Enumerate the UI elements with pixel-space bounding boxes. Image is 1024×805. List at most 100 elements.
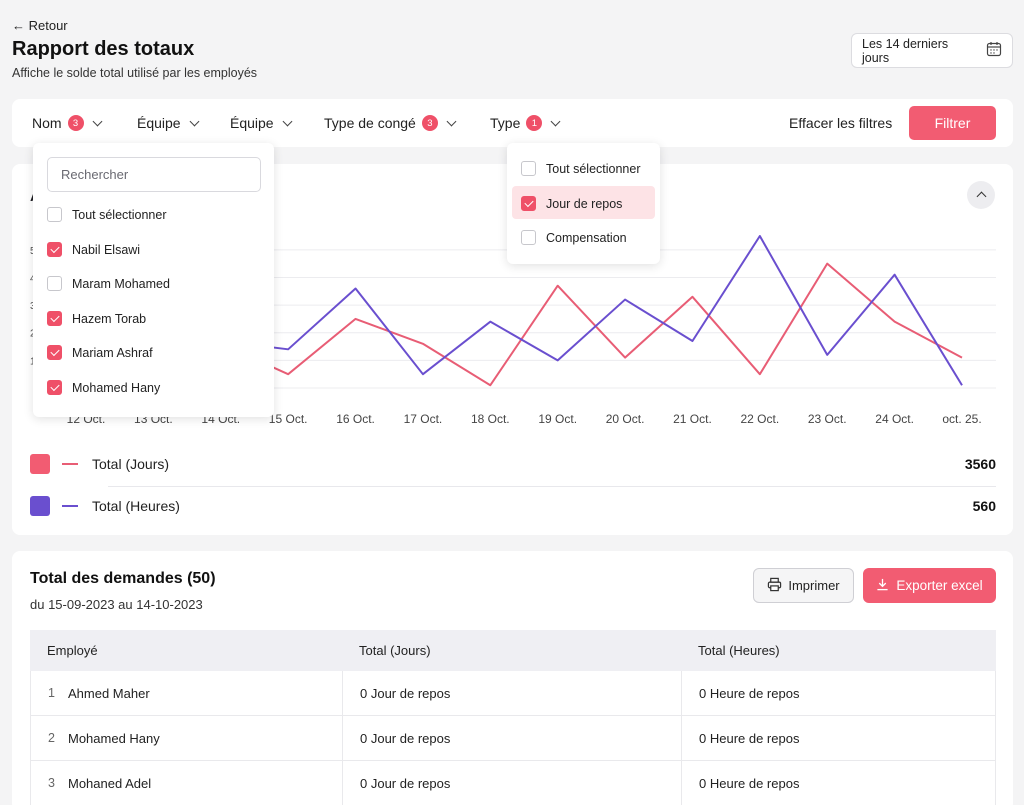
filter-team-2[interactable]: Équipe	[230, 99, 293, 147]
collapse-chevron-up-icon[interactable]	[967, 181, 995, 209]
filter-leave-type[interactable]: Type de congé 3	[324, 99, 457, 147]
option-label: Hazem Torab	[72, 311, 147, 326]
row-number: 3	[48, 776, 55, 790]
hours-cell: 0 Heure de repos	[699, 685, 800, 701]
filter-name[interactable]: Nom 3	[32, 99, 103, 147]
x-tick-label: 22 Oct.	[741, 412, 780, 426]
option-select-all[interactable]: Tout sélectionner	[47, 207, 167, 222]
filter-type[interactable]: Type 1	[490, 99, 561, 147]
checkbox-checked[interactable]	[47, 345, 62, 360]
legend-swatch	[30, 454, 50, 474]
column-header: Total (Heures)	[698, 643, 780, 658]
option-day-off[interactable]: Jour de repos	[521, 196, 622, 211]
filter-count-badge: 1	[526, 115, 543, 131]
print-button[interactable]: Imprimer	[753, 568, 854, 603]
export-label: Exporter excel	[896, 578, 983, 593]
name-filter-dropdown: Tout sélectionner Nabil Elsawi Maram Moh…	[33, 143, 274, 417]
checkbox-checked[interactable]	[47, 380, 62, 395]
x-tick-label: 19 Oct.	[538, 412, 577, 426]
filter-label: Nom	[32, 115, 62, 131]
chevron-down-icon	[92, 116, 103, 126]
chevron-down-icon	[446, 116, 457, 126]
option-mohamed-hany[interactable]: Mohamed Hany	[47, 380, 160, 395]
filter-team[interactable]: Équipe	[137, 99, 200, 147]
clear-filters-link[interactable]: Effacer les filtres	[789, 115, 893, 131]
series-line-days	[220, 262, 963, 387]
legend-line	[62, 463, 78, 465]
option-nabil-elsawi[interactable]: Nabil Elsawi	[47, 242, 140, 257]
table-row[interactable]: 2 Mohamed Hany 0 Jour de repos 0 Heure de…	[30, 716, 996, 761]
legend-row-hours: Total (Heures) 560	[30, 486, 996, 526]
checkbox[interactable]	[47, 276, 62, 291]
option-label: Jour de repos	[546, 196, 623, 211]
filter-count-badge: 3	[421, 115, 438, 131]
requests-card: Total des demandes (50) du 15-09-2023 au…	[12, 551, 1013, 805]
checkbox-checked[interactable]	[47, 311, 62, 326]
calendar-icon	[986, 41, 1002, 60]
table-header: Employé Total (Jours) Total (Heures)	[30, 630, 996, 671]
back-link[interactable]: ← Retour	[12, 18, 68, 33]
x-tick-label: 20 Oct.	[606, 412, 645, 426]
checkbox-checked[interactable]	[47, 242, 62, 257]
requests-date-range: du 15-09-2023 au 14-10-2023	[30, 597, 203, 612]
date-range-button[interactable]: Les 14 derniers jours	[851, 33, 1013, 68]
x-tick-label: 17 Oct.	[404, 412, 443, 426]
option-label: Mohamed Hany	[72, 380, 161, 395]
x-tick-label: 21 Oct.	[673, 412, 712, 426]
option-hazem-torab[interactable]: Hazem Torab	[47, 311, 146, 326]
days-cell: 0 Jour de repos	[343, 716, 682, 760]
page-subtitle: Affiche le solde total utilisé par les e…	[12, 66, 258, 80]
employee-name: Mohamed Hany	[68, 730, 160, 746]
filter-count-badge: 3	[67, 115, 84, 131]
requests-title: Total des demandes (50)	[30, 570, 216, 587]
x-tick-label: 24 Oct.	[875, 412, 914, 426]
option-label: Nabil Elsawi	[72, 242, 141, 257]
page-title: Rapport des totaux	[12, 38, 195, 60]
table-row[interactable]: 1 Ahmed Maher 0 Jour de repos 0 Heure de …	[30, 671, 996, 716]
filter-label: Type de congé	[324, 115, 416, 131]
checkbox[interactable]	[521, 161, 536, 176]
chevron-down-icon	[189, 116, 200, 126]
legend-label: Total (Jours)	[92, 456, 170, 472]
option-compensation[interactable]: Compensation	[521, 230, 627, 245]
x-tick-label: 23 Oct.	[808, 412, 847, 426]
chevron-down-icon	[550, 116, 561, 126]
x-tick-label: oct. 25.	[942, 412, 981, 426]
row-number: 1	[48, 686, 55, 700]
employee-cell: 3 Mohaned Adel	[31, 761, 343, 805]
x-tick-label: 15 Oct.	[269, 412, 308, 426]
column-header: Employé	[47, 643, 98, 658]
checkbox[interactable]	[521, 230, 536, 245]
requests-table: Employé Total (Jours) Total (Heures) 1 Ah…	[30, 630, 996, 805]
employee-name: Ahmed Maher	[68, 685, 150, 701]
export-excel-button[interactable]: Exporter excel	[863, 568, 996, 603]
printer-icon	[767, 577, 782, 595]
legend-swatch	[30, 496, 50, 516]
filter-label: Équipe	[137, 115, 181, 131]
legend-row-days: Total (Jours) 3560	[30, 444, 996, 484]
type-filter-dropdown: Tout sélectionner Jour de repos Compensa…	[507, 143, 660, 264]
checkbox-checked[interactable]	[521, 196, 536, 211]
download-icon	[876, 578, 889, 594]
table-row[interactable]: 3 Mohaned Adel 0 Jour de repos 0 Heure de…	[30, 761, 996, 805]
option-maram-mohamed[interactable]: Maram Mohamed	[47, 276, 170, 291]
option-label: Tout sélectionner	[72, 207, 167, 222]
option-mariam-ashraf[interactable]: Mariam Ashraf	[47, 345, 153, 360]
filter-bar: Nom 3 Équipe Équipe Type de congé 3 Type…	[12, 99, 1013, 147]
print-label: Imprimer	[788, 578, 840, 593]
filter-label: Équipe	[230, 115, 274, 131]
x-tick-label: 16 Oct.	[336, 412, 375, 426]
option-label: Mariam Ashraf	[72, 345, 153, 360]
apply-filter-button[interactable]: Filtrer	[909, 106, 996, 140]
column-header: Total (Jours)	[359, 643, 431, 658]
employee-name: Mohaned Adel	[68, 775, 152, 791]
days-cell: 0 Jour de repos	[343, 761, 682, 805]
search-input[interactable]	[47, 157, 261, 192]
legend-divider	[108, 486, 996, 487]
legend-line	[62, 505, 78, 507]
hours-cell: 0 Heure de repos	[699, 775, 800, 791]
hours-cell: 0 Heure de repos	[699, 730, 800, 746]
option-label: Compensation	[546, 230, 627, 245]
option-select-all[interactable]: Tout sélectionner	[521, 161, 641, 176]
checkbox[interactable]	[47, 207, 62, 222]
